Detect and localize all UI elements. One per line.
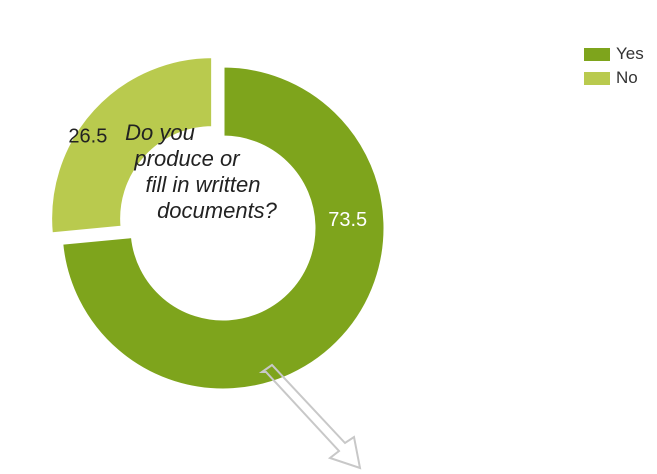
down-arrow-icon xyxy=(258,363,362,470)
legend: Yes No xyxy=(584,42,644,90)
legend-swatch-yes xyxy=(584,47,610,61)
center-question-line: fill in written xyxy=(146,172,261,197)
slice-no xyxy=(49,55,215,236)
donut-slices xyxy=(49,55,387,392)
center-question: Do you produce or fill in written documents… xyxy=(125,120,278,223)
slice-label-no: 26.5 xyxy=(68,125,107,147)
legend-label-yes: Yes xyxy=(616,44,644,63)
legend-item-yes: Yes xyxy=(584,42,644,66)
legend-item-no: No xyxy=(584,66,644,90)
center-question-line: Do you xyxy=(125,120,195,145)
slice-labels: 73.5 26.5 xyxy=(68,125,367,231)
slice-label-yes: 73.5 xyxy=(328,209,367,231)
legend-label-no: No xyxy=(616,68,638,87)
center-question-line: documents? xyxy=(157,198,278,223)
center-question-line: produce or xyxy=(133,146,241,171)
slice-yes xyxy=(60,64,387,392)
legend-swatch-no xyxy=(584,71,610,85)
